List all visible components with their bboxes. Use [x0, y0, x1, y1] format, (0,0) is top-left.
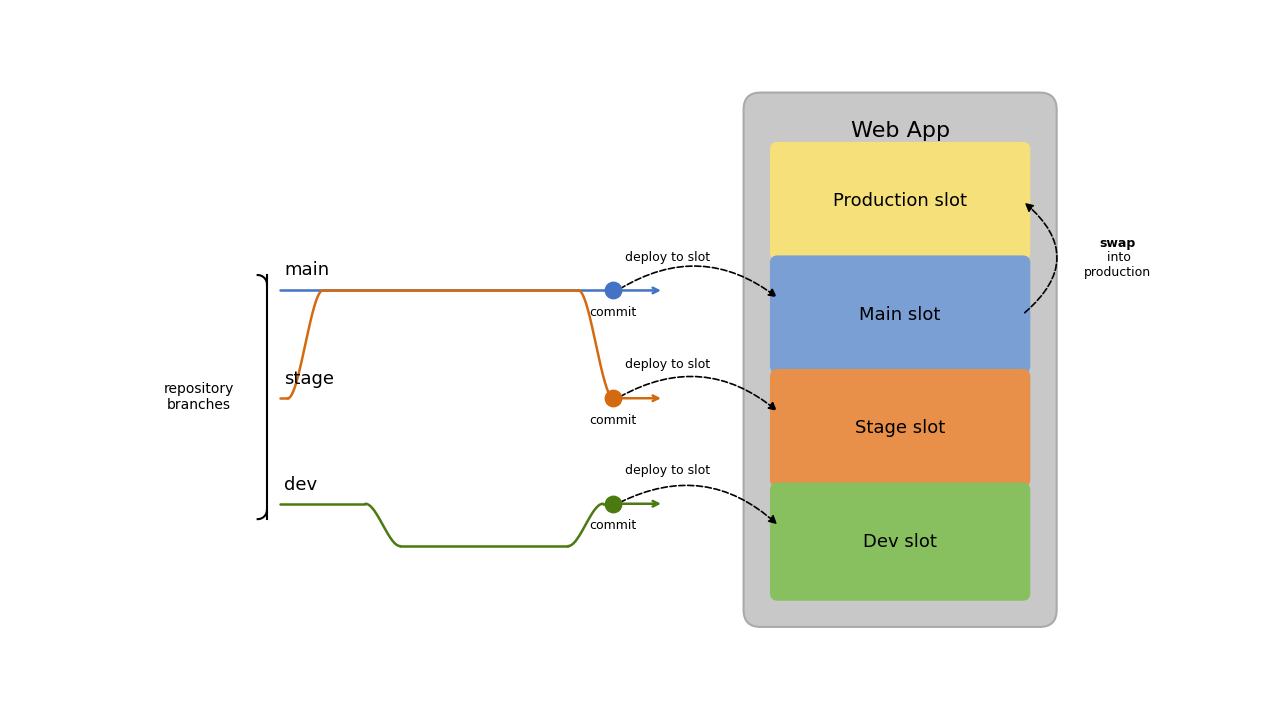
Text: Stage slot: Stage slot: [855, 419, 945, 437]
Text: Production slot: Production slot: [833, 192, 968, 210]
Text: Web App: Web App: [851, 121, 950, 141]
Text: commit: commit: [590, 414, 637, 427]
Text: deploy to slot: deploy to slot: [625, 251, 710, 264]
Text: repository
branches: repository branches: [164, 382, 234, 412]
Text: stage: stage: [284, 370, 334, 388]
Text: Dev slot: Dev slot: [863, 533, 937, 551]
Text: commit: commit: [590, 519, 637, 532]
FancyBboxPatch shape: [771, 369, 1030, 487]
Point: [603, 392, 623, 404]
Text: swap: swap: [1100, 237, 1135, 250]
FancyBboxPatch shape: [771, 142, 1030, 260]
Point: [603, 498, 623, 510]
Text: commit: commit: [590, 306, 637, 319]
FancyBboxPatch shape: [771, 256, 1030, 374]
FancyBboxPatch shape: [771, 482, 1030, 600]
Text: deploy to slot: deploy to slot: [625, 359, 710, 372]
Text: deploy to slot: deploy to slot: [625, 464, 710, 477]
Text: main: main: [284, 261, 329, 279]
Text: into
production: into production: [1084, 251, 1151, 279]
Text: dev: dev: [284, 476, 317, 494]
Text: Main slot: Main slot: [859, 305, 941, 323]
FancyBboxPatch shape: [744, 93, 1057, 627]
Point: [603, 284, 623, 296]
